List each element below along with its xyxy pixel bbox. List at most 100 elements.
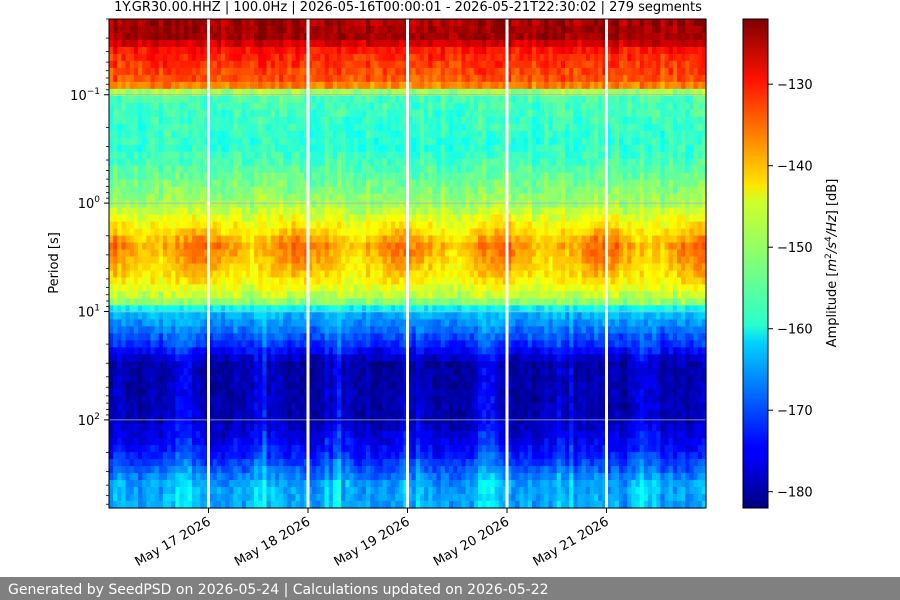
heatmap-cell [676,186,682,195]
heatmap-cell [254,144,259,153]
heatmap-cell [498,137,504,146]
heatmap-cell [631,109,637,118]
heatmap-cell [511,214,516,223]
heatmap-cell [660,137,666,146]
heatmap-cell [390,109,396,118]
heatmap-cell [581,123,587,132]
heatmap-cell [146,228,152,237]
heatmap-cell [283,228,288,237]
heatmap-cell [469,144,475,153]
heatmap-cell [374,207,380,216]
heatmap-cell [361,235,367,244]
heatmap-cell [129,19,135,27]
heatmap-cell [212,39,218,48]
heatmap-cell [639,102,645,111]
heatmap-cell [299,102,305,111]
heatmap-cell [117,214,123,223]
heatmap-cell [216,102,222,111]
heatmap-cell [349,193,355,202]
heatmap-cell [494,39,500,48]
heatmap-cell [324,88,330,97]
heatmap-cell [225,81,230,90]
heatmap-cell [519,102,525,111]
heatmap-cell [382,67,388,76]
heatmap-cell [399,172,404,181]
heatmap-cell [419,235,425,244]
heatmap-cell [672,130,678,139]
heatmap-cell [179,95,185,104]
heatmap-cell [552,88,558,97]
heatmap-cell [482,102,487,111]
heatmap-cell [179,137,185,146]
heatmap-cell [693,74,699,83]
heatmap-cell [283,221,288,230]
heatmap-cell [573,67,579,76]
heatmap-cell [138,95,143,104]
heatmap-cell [623,137,628,146]
heatmap-cell [618,123,624,132]
heatmap-cell [390,158,396,167]
heatmap-cell [171,186,176,195]
heatmap-cell [432,242,438,251]
heatmap-cell [581,235,587,244]
heatmap-cell [109,32,114,41]
heatmap-cell [308,207,313,216]
heatmap-cell [623,88,628,97]
heatmap-cell [241,151,247,160]
heatmap-cell [303,228,309,237]
heatmap-cell [664,144,670,153]
heatmap-cell [668,235,674,244]
heatmap-cell [399,179,404,188]
heatmap-cell [519,39,525,48]
heatmap-cell [191,165,197,174]
heatmap-cell [129,60,135,69]
heatmap-cell [146,200,152,209]
heatmap-cell [204,53,210,62]
heatmap-cell [113,123,118,132]
heatmap-cell [507,221,512,230]
heatmap-cell [374,235,380,244]
heatmap-cell [589,221,595,230]
heatmap-cell [386,228,392,237]
heatmap-cell [490,130,496,139]
heatmap-cell [457,67,462,76]
heatmap-cell [361,19,367,27]
heatmap-cell [465,74,471,83]
heatmap-cell [610,46,616,55]
heatmap-cell [220,32,226,41]
heatmap-cell [386,32,392,41]
heatmap-cells [109,19,707,509]
heatmap-cell [171,179,176,188]
heatmap-cell [345,88,351,97]
heatmap-cell [569,19,574,27]
heatmap-cell [482,144,487,153]
heatmap-cell [676,165,682,174]
heatmap-cell [540,214,545,223]
heatmap-cell [569,81,574,90]
heatmap-cell [245,25,251,34]
heatmap-cell [262,165,268,174]
heatmap-cell [399,109,404,118]
heatmap-cell [171,39,176,48]
heatmap-cell [477,32,483,41]
heatmap-cell [183,172,189,181]
heatmap-cell [113,32,118,41]
heatmap-cell [349,235,355,244]
heatmap-cell [366,207,371,216]
heatmap-cell [569,74,574,83]
heatmap-cell [266,137,272,146]
heatmap-cell [548,242,554,251]
heatmap-cell [245,207,251,216]
heatmap-cell [494,74,500,83]
heatmap-cell [249,193,255,202]
heatmap-cell [407,200,413,209]
heatmap-cell [440,144,446,153]
heatmap-cell [403,46,409,55]
heatmap-cell [498,53,504,62]
heatmap-cell [386,109,392,118]
heatmap-cell [697,235,703,244]
heatmap-cell [138,67,143,76]
heatmap-cell [241,116,247,125]
heatmap-cell [349,214,355,223]
heatmap-cell [652,242,657,251]
